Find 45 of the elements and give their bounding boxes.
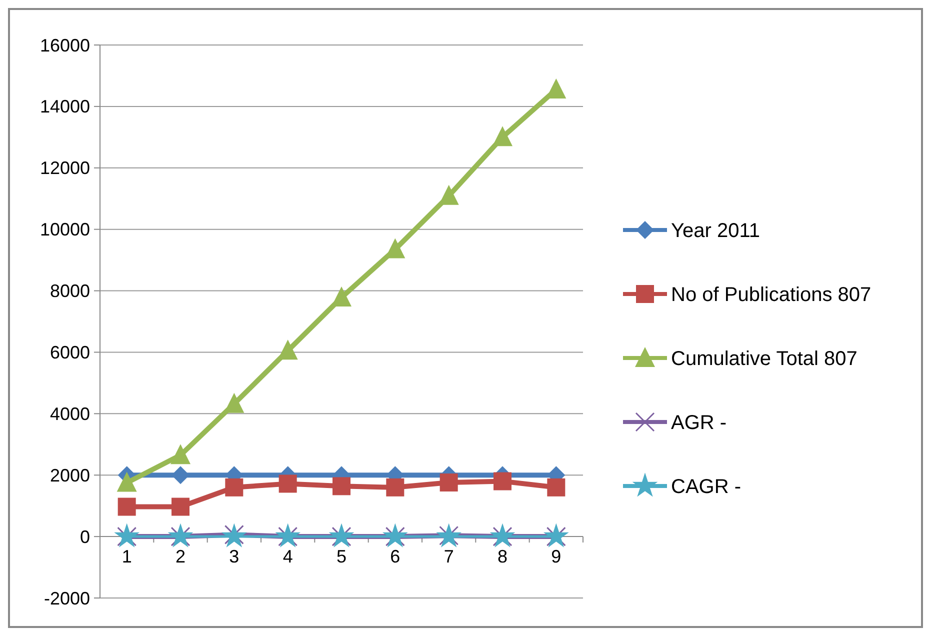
x-tick-label: 8 xyxy=(497,546,508,567)
point xyxy=(543,523,569,548)
x-tick-label: 7 xyxy=(444,546,454,567)
point xyxy=(172,466,190,484)
point xyxy=(116,472,137,492)
y-tick-label: 10000 xyxy=(40,220,90,240)
x-tick-label: 5 xyxy=(336,546,347,567)
x-tick-label: 6 xyxy=(390,546,400,567)
point xyxy=(278,474,297,493)
y-tick-label: 8000 xyxy=(50,281,90,302)
legend-label: AGR - xyxy=(671,412,727,434)
point xyxy=(225,478,244,496)
point xyxy=(332,286,352,307)
y-tick-label: 12000 xyxy=(40,158,90,178)
x-tick-label: 1 xyxy=(122,546,132,567)
x-tick-label: 9 xyxy=(551,546,562,567)
point xyxy=(168,523,194,548)
point xyxy=(440,473,458,492)
point xyxy=(172,498,190,516)
y-tick-label: 16000 xyxy=(40,35,90,56)
point xyxy=(382,523,408,548)
point xyxy=(170,444,190,464)
point xyxy=(332,477,350,496)
point xyxy=(386,478,404,496)
legend-label: Year 2011 xyxy=(671,220,760,242)
y-tick-label: 2000 xyxy=(50,465,90,486)
y-tick-label: 0 xyxy=(80,526,90,547)
legend-label: No of Publications 807 xyxy=(671,284,872,306)
point xyxy=(114,523,140,548)
legend-label: CAGR - xyxy=(671,476,741,498)
point xyxy=(275,523,301,548)
y-tick-label: 14000 xyxy=(40,96,90,117)
legend-label: Cumulative Total 807 xyxy=(671,348,858,370)
point xyxy=(492,126,512,146)
x-tick-label: 4 xyxy=(282,546,293,567)
x-tick-label: 3 xyxy=(229,546,240,567)
point xyxy=(547,478,566,496)
x-tick-label: 2 xyxy=(175,546,186,567)
point xyxy=(328,523,354,548)
y-tick-label: 4000 xyxy=(50,404,90,424)
point xyxy=(490,523,516,548)
y-tick-label: 6000 xyxy=(50,342,90,363)
point xyxy=(494,472,512,490)
y-tick-label: -2000 xyxy=(44,588,90,608)
point xyxy=(118,498,136,516)
